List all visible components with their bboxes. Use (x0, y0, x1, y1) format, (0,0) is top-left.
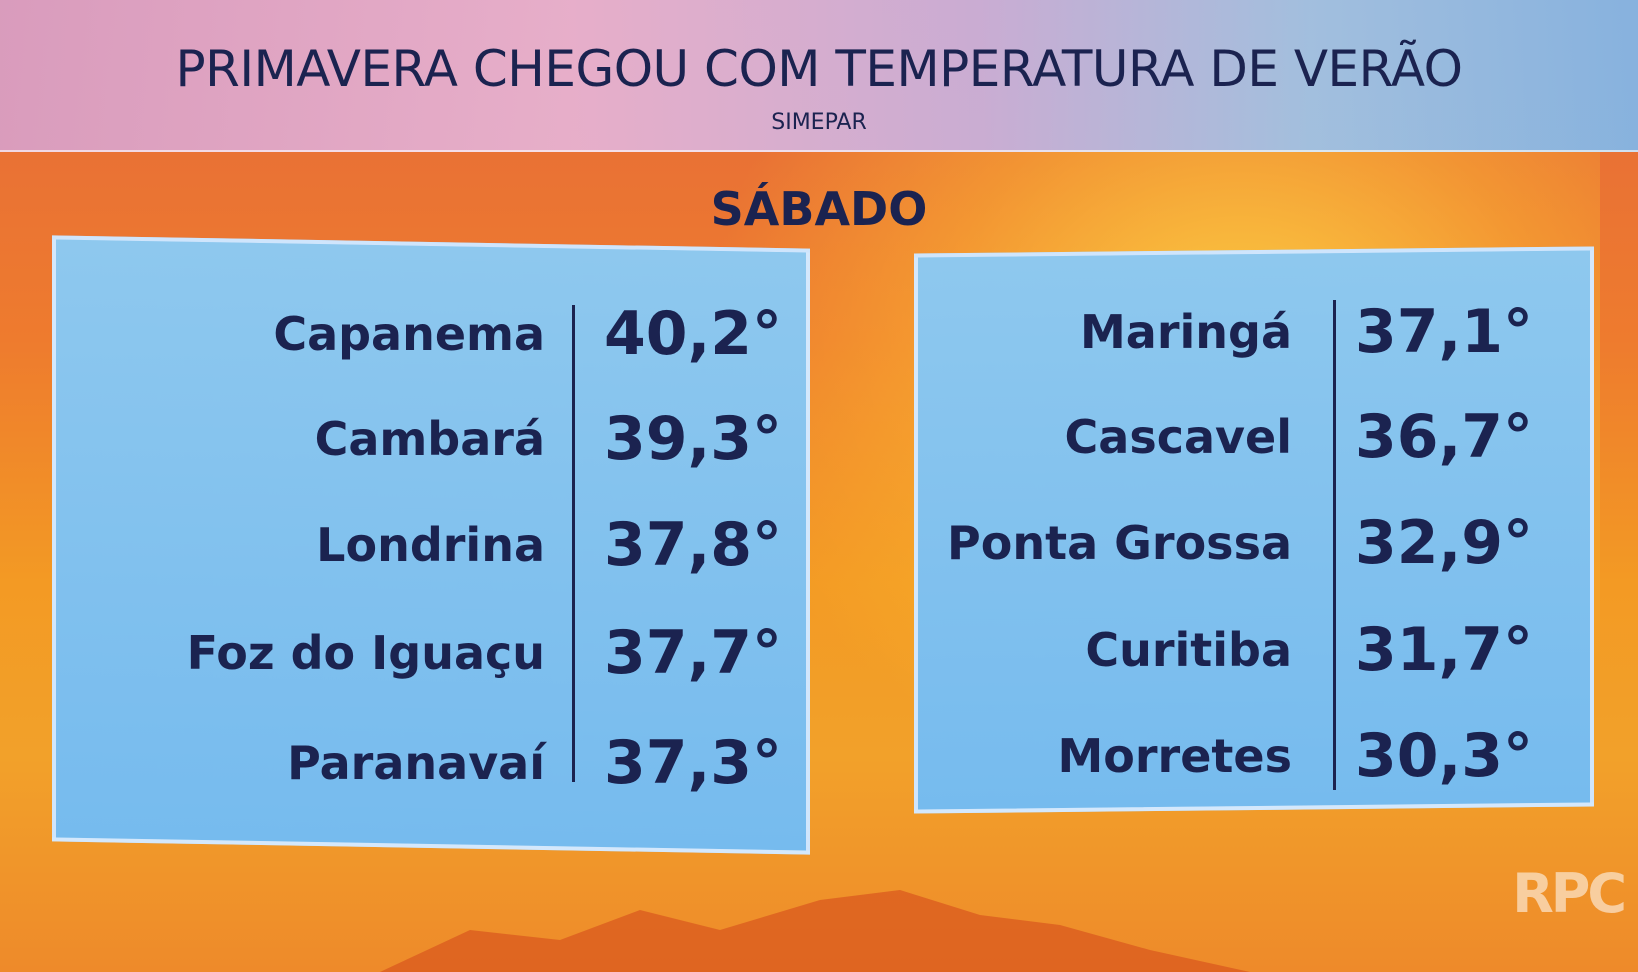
temperature: 32,9° (1354, 508, 1533, 578)
city-name: Londrina (316, 518, 545, 572)
temperature: 37,3° (604, 728, 783, 798)
city-name: Morretes (1057, 729, 1292, 783)
temperature: 30,3° (1354, 721, 1533, 791)
temperature: 37,7° (604, 618, 783, 688)
city-name: Curitiba (1085, 623, 1292, 677)
temperature: 37,1° (1354, 297, 1533, 367)
title-band (0, 0, 1638, 152)
title: PRIMAVERA CHEGOU COM TEMPERATURA DE VERÃ… (175, 40, 1463, 98)
source: SIMEPAR (771, 110, 867, 135)
city-name: Paranavaí (287, 736, 545, 790)
city-name: Cambará (314, 412, 545, 466)
temperature: 31,7° (1354, 615, 1533, 685)
city-name: Foz do Iguaçu (186, 626, 545, 680)
city-name: Maringá (1080, 305, 1292, 359)
logo: RPC (1512, 862, 1627, 925)
temperature: 36,7° (1354, 402, 1533, 472)
title-rule (0, 150, 1638, 152)
mountains (380, 890, 1250, 972)
divider (1333, 300, 1336, 790)
temperature: 37,8° (604, 510, 783, 580)
day: SÁBADO (710, 182, 928, 236)
divider (572, 305, 575, 782)
city-name: Capanema (273, 307, 545, 361)
city-name: Ponta Grossa (947, 516, 1292, 570)
temperature: 39,3° (604, 404, 783, 474)
temperature: 40,2° (604, 299, 783, 369)
city-name: Cascavel (1064, 410, 1292, 464)
